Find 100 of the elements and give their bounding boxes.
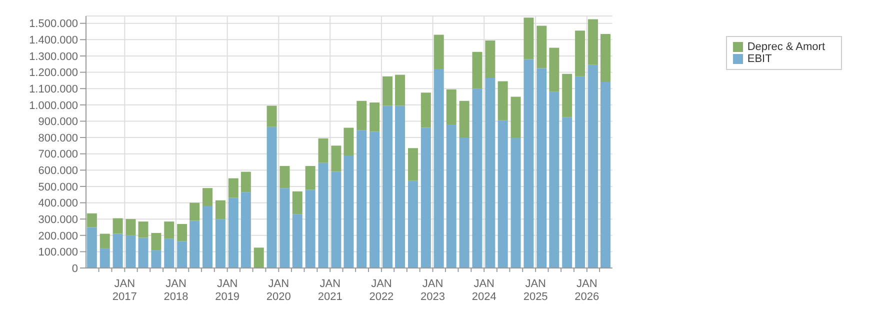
bar [408, 180, 418, 268]
bar [254, 248, 264, 268]
bar [331, 146, 342, 172]
bar [292, 191, 302, 214]
bar [356, 130, 367, 268]
bar [459, 138, 470, 268]
bar [215, 219, 226, 268]
bar [164, 222, 174, 239]
bar [549, 92, 560, 268]
bar [190, 220, 200, 268]
bar [344, 128, 354, 156]
bar [177, 241, 188, 268]
bar [472, 88, 482, 268]
bar [382, 106, 393, 268]
y-tick-label: 400.000 [38, 198, 78, 210]
bar [280, 188, 290, 268]
bar [344, 155, 354, 268]
bar [331, 172, 342, 268]
bar [266, 126, 277, 268]
bar [370, 102, 380, 132]
bar [138, 238, 148, 268]
bar [498, 120, 508, 268]
bar [112, 218, 123, 234]
bar [151, 250, 162, 268]
bar [382, 76, 393, 106]
bar [446, 89, 456, 124]
bar [266, 106, 277, 127]
bar [446, 124, 456, 268]
bar [305, 166, 316, 190]
bar [562, 74, 572, 118]
bar [240, 192, 251, 268]
bar [215, 200, 226, 220]
bar [100, 248, 110, 268]
bar [600, 82, 610, 268]
bar [485, 78, 496, 268]
bar [370, 132, 380, 268]
y-tick-label: 1.100.000 [29, 83, 78, 96]
bar [459, 100, 470, 138]
bar [305, 190, 316, 268]
bar [575, 30, 586, 76]
bar [588, 19, 598, 65]
bar [510, 138, 521, 268]
bar [318, 138, 328, 163]
bar [395, 74, 406, 106]
y-tick-label: 500.000 [38, 181, 78, 194]
y-tick-label: 1.300.000 [29, 50, 78, 63]
y-tick-label: 1.500.000 [29, 18, 78, 30]
bar [524, 59, 534, 268]
bar [292, 214, 302, 268]
x-tick-label: JAN 2025 [523, 278, 548, 303]
bar [549, 48, 560, 92]
bar [536, 26, 547, 68]
bar [126, 219, 136, 236]
bar [126, 235, 136, 268]
bar [395, 106, 406, 268]
bar [434, 69, 444, 268]
y-tick-label: 1.200.000 [29, 67, 78, 80]
bar [228, 198, 238, 268]
x-tick-label: JAN 2023 [420, 278, 446, 303]
x-tick-label: JAN 2024 [472, 278, 496, 303]
y-tick-label: 700.000 [38, 148, 78, 161]
y-tick-label: 200.000 [38, 230, 78, 242]
bar [562, 117, 572, 268]
bar [318, 162, 328, 268]
bar [228, 178, 238, 198]
x-tick-label: JAN 2020 [266, 278, 291, 303]
bar [536, 68, 547, 268]
bar [588, 64, 598, 268]
bar [202, 188, 213, 206]
y-tick-label: 1.400.000 [29, 34, 78, 47]
y-tick-label: 300.000 [38, 214, 78, 226]
bar [498, 81, 508, 120]
bar [510, 96, 521, 138]
bar [472, 52, 482, 89]
y-tick-label: 1.000.000 [29, 100, 78, 112]
bar [420, 92, 431, 128]
bar [164, 238, 174, 268]
y-tick-label: 900.000 [38, 116, 78, 128]
bar [112, 234, 123, 268]
bar [408, 148, 418, 181]
bar [100, 234, 110, 248]
x-tick-label: JAN 2019 [215, 278, 240, 303]
y-tick-label: 600.000 [38, 165, 78, 178]
bar [356, 100, 367, 130]
bar [485, 40, 496, 78]
bar [138, 222, 148, 238]
bar [151, 232, 162, 250]
bar [86, 213, 97, 228]
bar [434, 34, 444, 70]
bar [524, 18, 534, 60]
y-tick-label: 100.000 [38, 246, 78, 259]
bar [240, 172, 251, 192]
bar [280, 166, 290, 188]
bar [190, 202, 200, 221]
y-tick-label: 0 [72, 262, 78, 275]
bar [575, 76, 586, 268]
bar [600, 34, 610, 82]
bar [86, 227, 97, 268]
x-tick-label: JAN 2022 [369, 278, 394, 303]
y-tick-label: 800.000 [38, 132, 78, 144]
